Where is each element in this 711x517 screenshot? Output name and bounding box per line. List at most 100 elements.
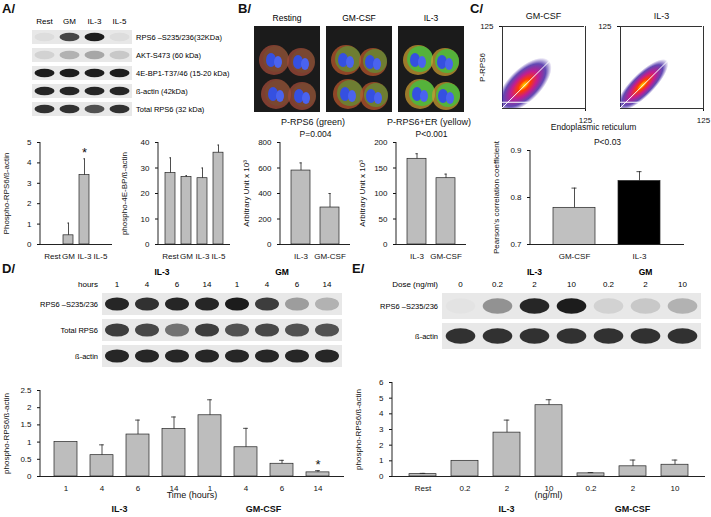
svg-text:AKT-S473 (60 kDa): AKT-S473 (60 kDa) <box>136 51 202 60</box>
svg-text:IL-3: IL-3 <box>294 252 308 261</box>
svg-text:Rest: Rest <box>44 252 61 261</box>
svg-text:IL-5: IL-5 <box>212 252 226 261</box>
svg-text:1.5: 1.5 <box>20 420 32 429</box>
svg-text:Total RPS6: Total RPS6 <box>60 326 98 335</box>
svg-text:2.5: 2.5 <box>20 386 32 395</box>
svg-text:20: 20 <box>141 189 150 198</box>
svg-text:10: 10 <box>567 280 576 289</box>
svg-text:P<0.03: P<0.03 <box>594 137 621 147</box>
svg-text:30: 30 <box>141 164 150 173</box>
svg-text:ß-actin: ß-actin <box>415 332 438 341</box>
svg-text:IL-3: IL-3 <box>154 267 169 277</box>
svg-text:2: 2 <box>27 403 32 412</box>
svg-text:14: 14 <box>203 280 212 289</box>
svg-text:4E-BP1-T37/46 (15-20 kDa): 4E-BP1-T37/46 (15-20 kDa) <box>136 69 230 78</box>
svg-text:hours: hours <box>78 280 98 289</box>
svg-text:IL-3: IL-3 <box>424 13 439 23</box>
svg-text:IL-3: IL-3 <box>88 17 102 26</box>
svg-text:0.9: 0.9 <box>510 146 522 155</box>
svg-text:Total RPS6 (32 kDa): Total RPS6 (32 kDa) <box>136 105 205 114</box>
svg-text:0: 0 <box>267 240 272 249</box>
svg-text:6: 6 <box>136 484 141 493</box>
svg-text:0: 0 <box>27 472 32 481</box>
svg-text:0.2: 0.2 <box>492 280 504 289</box>
svg-text:GM-CSF: GM-CSF <box>246 504 282 514</box>
svg-text:Resting: Resting <box>273 13 302 23</box>
svg-text:P<0.001: P<0.001 <box>416 129 448 139</box>
svg-text:0.8: 0.8 <box>510 193 522 202</box>
svg-text:Dose (ng/ml): Dose (ng/ml) <box>392 280 438 289</box>
svg-text:0.7: 0.7 <box>510 240 522 249</box>
svg-text:RPS6 –S235/236: RPS6 –S235/236 <box>380 302 438 311</box>
svg-text:3: 3 <box>27 179 32 188</box>
svg-text:P-RPS6: P-RPS6 <box>478 53 487 82</box>
svg-text:Time (hours): Time (hours) <box>167 490 218 500</box>
svg-text:IL-3: IL-3 <box>633 252 647 261</box>
svg-text:1: 1 <box>64 484 69 493</box>
svg-text:P=0.004: P=0.004 <box>300 129 332 139</box>
svg-text:Rest: Rest <box>415 484 432 493</box>
svg-text:0: 0 <box>458 280 463 289</box>
svg-text:125: 125 <box>480 22 494 31</box>
svg-text:Rest: Rest <box>36 17 53 26</box>
svg-text:0.2: 0.2 <box>603 280 615 289</box>
svg-text:10: 10 <box>141 215 150 224</box>
svg-text:150: 150 <box>374 164 388 173</box>
svg-text:10: 10 <box>678 280 687 289</box>
svg-text:GM-CSF: GM-CSF <box>430 252 462 261</box>
svg-text:0: 0 <box>145 240 150 249</box>
svg-text:4: 4 <box>100 484 105 493</box>
svg-text:IL-3: IL-3 <box>78 252 92 261</box>
svg-text:100: 100 <box>374 189 388 198</box>
svg-text:800: 800 <box>258 138 272 147</box>
svg-text:125: 125 <box>598 22 612 31</box>
svg-text:3: 3 <box>379 425 384 434</box>
svg-text:1: 1 <box>379 456 384 465</box>
svg-text:RPS6 –S235/236(32KDa): RPS6 –S235/236(32KDa) <box>136 33 222 42</box>
svg-text:0: 0 <box>27 240 32 249</box>
svg-text:2: 2 <box>27 199 32 208</box>
svg-text:200: 200 <box>258 215 272 224</box>
svg-text:IL-3: IL-3 <box>410 252 424 261</box>
svg-text:Arbitrary Unit x 10³: Arbitrary Unit x 10³ <box>358 160 367 227</box>
svg-text:50: 50 <box>379 215 388 224</box>
svg-text:ß-actin: ß-actin <box>75 352 98 361</box>
svg-text:GM-CSF: GM-CSF <box>342 13 376 23</box>
svg-text:600: 600 <box>258 164 272 173</box>
svg-text:Arbitrary Unit x 10³: Arbitrary Unit x 10³ <box>242 160 251 227</box>
svg-text:RPS6 –S235/236: RPS6 –S235/236 <box>40 300 98 309</box>
svg-text:IL-5: IL-5 <box>94 252 108 261</box>
svg-text:Pearson's correlation coeffici: Pearson's correlation coefficient <box>492 140 501 254</box>
svg-text:1: 1 <box>27 220 32 229</box>
svg-text:0: 0 <box>379 472 384 481</box>
svg-text:0.5: 0.5 <box>20 455 32 464</box>
svg-text:GM-CSF: GM-CSF <box>314 252 346 261</box>
svg-text:14: 14 <box>323 280 332 289</box>
svg-text:125: 125 <box>697 116 711 125</box>
svg-text:400: 400 <box>258 189 272 198</box>
svg-text:GM: GM <box>275 267 289 277</box>
svg-text:IL-3: IL-3 <box>196 252 210 261</box>
svg-text:GM-CSF: GM-CSF <box>615 504 651 514</box>
svg-text:4: 4 <box>244 484 249 493</box>
svg-text:ß-actin (42kDa): ß-actin (42kDa) <box>136 87 188 96</box>
svg-text:*: * <box>82 145 87 160</box>
svg-text:14: 14 <box>314 484 323 493</box>
svg-text:GM: GM <box>639 267 653 277</box>
svg-text:4: 4 <box>379 409 384 418</box>
svg-text:6: 6 <box>280 484 285 493</box>
svg-text:GM: GM <box>180 252 193 261</box>
svg-text:2: 2 <box>643 280 648 289</box>
svg-text:IL-3: IL-3 <box>498 504 514 514</box>
svg-text:1: 1 <box>115 280 120 289</box>
svg-text:phospho-RPS6/ß-actin: phospho-RPS6/ß-actin <box>2 393 11 474</box>
svg-text:phospho-4E-BP/ß-actin: phospho-4E-BP/ß-actin <box>120 152 129 235</box>
svg-text:phospho-RPS6/ß-actin: phospho-RPS6/ß-actin <box>354 389 363 470</box>
svg-text:Rest: Rest <box>162 252 179 261</box>
svg-text:4: 4 <box>145 280 150 289</box>
svg-text:6: 6 <box>175 280 180 289</box>
svg-text:1: 1 <box>235 280 240 289</box>
svg-text:0: 0 <box>383 240 388 249</box>
svg-text:0.2: 0.2 <box>459 484 471 493</box>
svg-text:5: 5 <box>27 138 32 147</box>
